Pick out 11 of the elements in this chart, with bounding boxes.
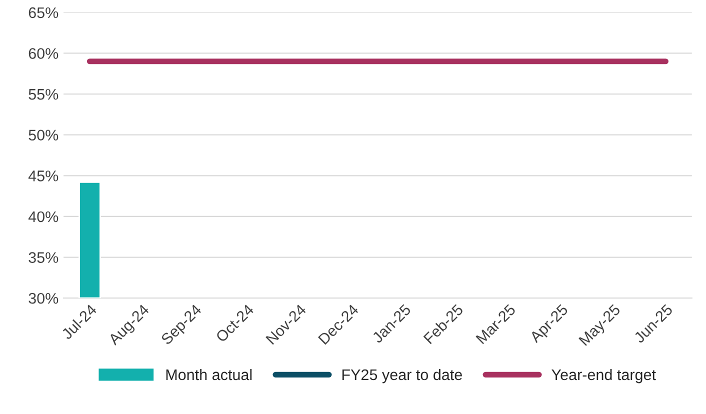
y-tick-label: 60%: [28, 48, 58, 59]
y-tick-label: 45%: [28, 170, 58, 182]
y-tick-label: 30%: [28, 292, 58, 304]
legend-label: FY25 year to date: [342, 368, 462, 384]
y-tick-label: 40%: [28, 211, 58, 222]
legend-label: Month actual: [166, 368, 252, 380]
legend-label: Year-end target: [552, 368, 656, 384]
y-tick-label: 50%: [28, 130, 58, 141]
y-tick-label: 65%: [28, 7, 58, 18]
y-tick-label: 55%: [28, 88, 58, 100]
y-tick-label: 35%: [28, 252, 58, 263]
